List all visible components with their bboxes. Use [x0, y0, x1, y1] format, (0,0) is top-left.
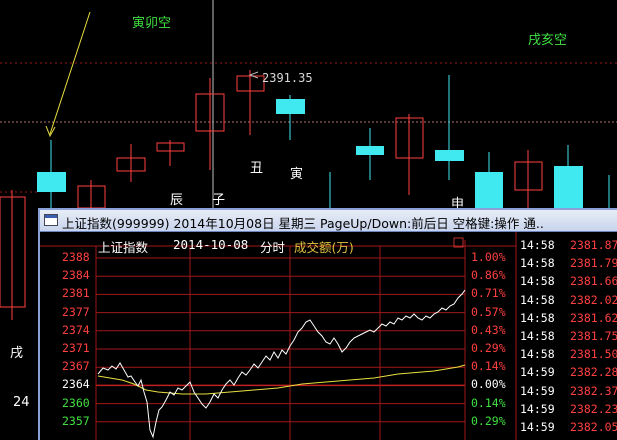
tick-price: 2382.23	[570, 401, 617, 416]
percent-axis-label: 0.71%	[471, 286, 506, 301]
tick-time: 14:58	[520, 347, 555, 362]
kline-candle	[395, 114, 424, 195]
price-line	[97, 289, 466, 439]
tick-price: 2382.28	[570, 365, 617, 380]
kline-candle	[195, 78, 225, 170]
tick-time: 14:59	[520, 438, 555, 440]
percent-axis-label: 0.29%	[471, 341, 506, 355]
chart-volume-label: 成交额(万)	[294, 240, 354, 255]
kline-candle	[236, 70, 265, 135]
label-zi: 子	[212, 193, 226, 208]
label-yin: 寅	[290, 167, 304, 182]
tick-time: 14:58	[520, 256, 555, 271]
percent-axis-label: 1.00%	[471, 250, 506, 264]
kline-candle	[356, 128, 384, 180]
kline-candle	[514, 150, 543, 208]
price-axis-label: 2371	[62, 341, 90, 355]
kline-candle	[435, 75, 464, 180]
price-axis-label: 2374	[62, 322, 90, 337]
label-24: 24	[13, 395, 30, 410]
average-price-line	[97, 364, 466, 395]
tick-price: 2382.05	[570, 420, 617, 434]
chart-index-name: 上证指数	[98, 240, 149, 255]
label-xuhai-kong: 戌亥空	[528, 33, 568, 48]
label-chen: 辰	[170, 193, 184, 208]
label-high-price: 2391.35	[262, 71, 313, 85]
popup-title: 上证指数(999999) 2014年10月08日 星期三 PageUp/Down…	[62, 216, 544, 231]
label-xu: 戌	[10, 346, 24, 361]
tick-price: 2381.66	[570, 274, 617, 289]
tick-time: 14:58	[520, 310, 555, 325]
tick-time: 14:58	[520, 238, 555, 252]
price-axis-label: 2357	[62, 413, 90, 428]
tick-time: 14:59	[520, 365, 555, 380]
tick-price: 2382.02	[570, 292, 617, 307]
tick-price: 2382.37	[570, 383, 617, 398]
tick-price: 2381.50	[570, 347, 617, 362]
chart-grid	[96, 246, 465, 440]
intraday-popup-window[interactable]: 上证指数(999999) 2014年10月08日 星期三 PageUp/Down…	[38, 208, 617, 440]
percent-axis-label: 0.29%	[471, 413, 506, 428]
kline-candle	[554, 145, 583, 208]
tick-time: 14:59	[520, 420, 555, 434]
kline-candle	[37, 140, 66, 208]
price-axis-label: 2367	[62, 359, 90, 374]
popup-titlebar[interactable]: 上证指数(999999) 2014年10月08日 星期三 PageUp/Down…	[40, 210, 617, 232]
kline-candle	[77, 180, 106, 209]
chart-mode: 分时	[260, 240, 286, 255]
tick-time: 14:58	[520, 274, 555, 289]
price-mark-arrow	[248, 71, 259, 79]
percent-axis-label: 0.86%	[471, 268, 506, 283]
tick-price: 2381.62	[570, 310, 617, 325]
window-icon	[44, 214, 58, 226]
tick-time: 14:59	[520, 383, 555, 398]
yellow-arrow-head	[45, 125, 56, 138]
kline-candle	[276, 95, 305, 140]
chart-corner-box[interactable]	[453, 237, 464, 248]
label-chou: 丑	[250, 161, 264, 176]
percent-axis-label: 0.57%	[471, 304, 506, 319]
kline-candle	[475, 152, 503, 208]
tick-price: 2381.75	[570, 329, 617, 343]
chart-date: 2014-10-08	[173, 237, 249, 252]
tick-price: 2382.15	[570, 438, 617, 440]
percent-axis-label: 0.14%	[471, 395, 506, 410]
percent-axis-label: 0.00%	[471, 377, 506, 392]
intraday-chart	[40, 232, 517, 440]
price-axis-label: 2364	[62, 377, 90, 392]
percent-axis-label: 0.14%	[471, 359, 506, 374]
price-axis-label: 2360	[62, 395, 90, 410]
tick-time: 14:59	[520, 401, 555, 416]
label-yinmao-kong: 寅卯空	[132, 16, 172, 31]
tick-price: 2381.87	[570, 238, 617, 252]
kline-candle	[116, 144, 146, 182]
tick-time: 14:58	[520, 292, 555, 307]
tick-price: 2381.79	[570, 256, 617, 271]
tick-time: 14:58	[520, 329, 555, 343]
kline-candle	[0, 190, 26, 320]
price-axis-label: 2377	[62, 304, 90, 319]
percent-axis-label: 0.43%	[471, 322, 506, 337]
price-axis-label: 2384	[62, 268, 90, 283]
kline-candle	[156, 140, 185, 166]
yellow-arrow-line	[49, 11, 91, 135]
price-axis-label: 2388	[62, 250, 90, 264]
price-axis-label: 2381	[62, 286, 90, 301]
